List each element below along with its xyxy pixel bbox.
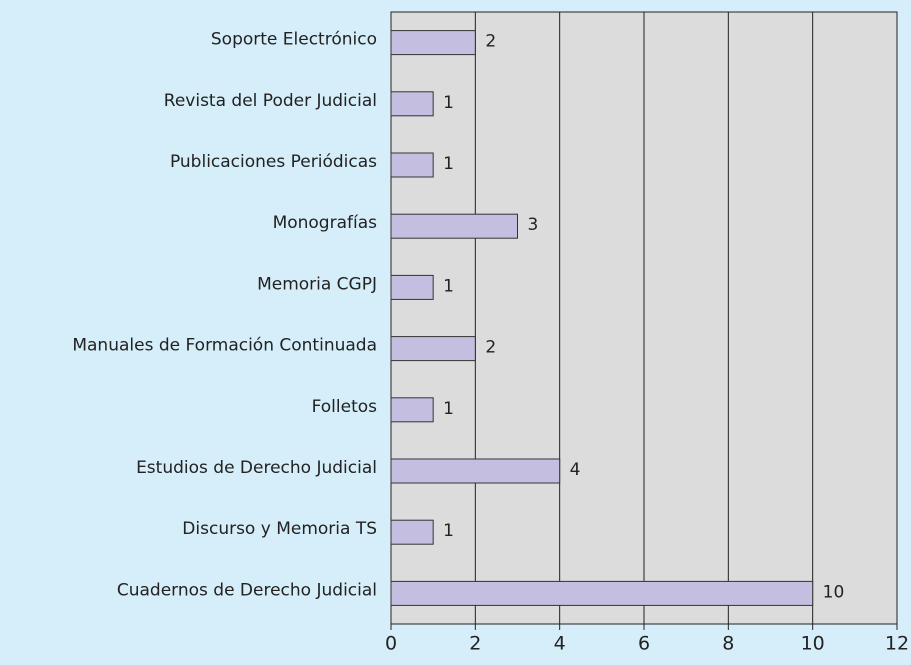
x-tick-label: 0 <box>385 633 397 655</box>
x-tick-label: 10 <box>801 633 825 655</box>
bar <box>390 274 434 300</box>
bar <box>390 91 434 117</box>
bar <box>390 519 434 545</box>
value-label: 2 <box>485 338 496 358</box>
bar <box>390 397 434 423</box>
x-tick-label: 12 <box>885 633 909 655</box>
value-label: 1 <box>443 154 454 174</box>
value-label: 10 <box>823 582 845 602</box>
y-tick-label: Discurso y Memoria TS <box>182 519 377 539</box>
value-label: 1 <box>443 93 454 113</box>
bar <box>390 580 814 606</box>
x-tick-label: 6 <box>638 633 650 655</box>
value-label: 2 <box>485 32 496 52</box>
value-label: 1 <box>443 521 454 541</box>
y-tick-label: Monografías <box>273 213 378 233</box>
y-tick-label: Memoria CGPJ <box>257 274 377 294</box>
value-label: 4 <box>570 460 581 480</box>
y-tick-label: Estudios de Derecho Judicial <box>136 458 377 478</box>
x-tick-label: 2 <box>469 633 481 655</box>
y-tick-label: Revista del Poder Judicial <box>164 91 377 111</box>
y-tick-label: Cuadernos de Derecho Judicial <box>117 580 377 600</box>
bar <box>390 152 434 178</box>
bar <box>390 458 561 484</box>
y-tick-label: Publicaciones Periódicas <box>170 152 377 172</box>
y-tick-label: Folletos <box>312 397 378 417</box>
y-tick-label: Manuales de Formación Continuada <box>72 336 377 356</box>
bar <box>390 213 518 239</box>
x-tick-label: 8 <box>722 633 734 655</box>
value-label: 1 <box>443 276 454 296</box>
y-tick-label: Soporte Electrónico <box>211 30 377 50</box>
bar <box>390 30 476 56</box>
value-label: 3 <box>528 215 539 235</box>
bar <box>390 336 476 362</box>
x-tick-label: 4 <box>554 633 566 655</box>
value-label: 1 <box>443 399 454 419</box>
